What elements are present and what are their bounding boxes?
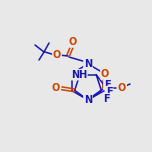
Text: O: O: [101, 69, 109, 79]
Text: N: N: [84, 59, 92, 69]
Text: F: F: [104, 80, 111, 90]
Text: NH: NH: [71, 70, 87, 80]
Text: O: O: [53, 50, 61, 60]
Text: O: O: [51, 83, 60, 93]
Text: F: F: [103, 94, 110, 104]
Text: F: F: [106, 87, 112, 97]
Text: N: N: [84, 95, 92, 105]
Text: O: O: [118, 83, 126, 93]
Text: O: O: [69, 37, 77, 47]
